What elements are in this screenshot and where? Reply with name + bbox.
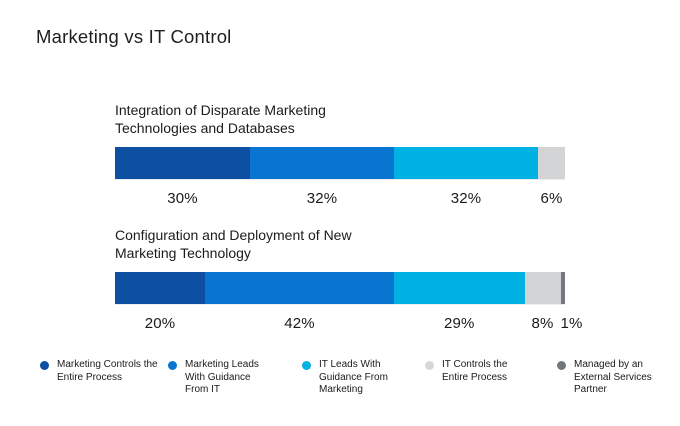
legend-item-label: IT Leads With Guidance From Marketing (319, 359, 388, 395)
bar-track (115, 272, 565, 305)
legend-item-label: Marketing Controls the Entire Process (57, 359, 158, 383)
bar-segment-label: 42% (284, 315, 315, 332)
legend-item-label: Marketing Leads With Guidance From IT (185, 359, 259, 395)
legend-item: Marketing Leads With Guidance From IT (168, 359, 269, 397)
bar-segment (524, 272, 561, 304)
legend-dot-icon (425, 361, 434, 370)
bar-segment-label: 6% (540, 190, 563, 207)
bar-segment (115, 272, 205, 304)
bar-segment-label: 8% (531, 315, 554, 332)
legend-item: Managed by an External Services Partner (557, 359, 666, 397)
bar-segment (560, 272, 565, 304)
bar-labels: 20% 42% 29% 8% 1% (115, 315, 583, 332)
bar-segment (394, 272, 525, 304)
legend-item: IT Leads With Guidance From Marketing (302, 359, 397, 397)
legend-item-label: IT Controls the Entire Process (442, 359, 508, 383)
bar-segment (250, 147, 394, 179)
page-title: Marketing vs IT Control (36, 26, 232, 47)
legend-item: IT Controls the Entire Process (425, 359, 522, 384)
legend-item: Marketing Controls the Entire Process (40, 359, 159, 384)
bar-track (115, 147, 565, 180)
bar-segment (205, 272, 394, 304)
bar-segment (538, 147, 565, 179)
legend-dot-icon (168, 361, 177, 370)
bar-segment-label: 30% (167, 190, 198, 207)
chart-configuration: Configuration and Deployment of New Mark… (115, 226, 583, 332)
chart-title: Integration of Disparate Marketing Techn… (115, 102, 326, 136)
bar-segment-label: 32% (306, 190, 338, 207)
legend: Marketing Controls the Entire Process Mar… (0, 359, 680, 419)
bar-segment-label: 20% (144, 315, 176, 332)
chart-title: Configuration and Deployment of New Mark… (115, 227, 352, 261)
legend-dot-icon (557, 361, 566, 370)
bar-segment-label: 29% (443, 315, 475, 332)
bar-segment (394, 147, 538, 179)
bar-labels: 30% 32% 32% 6% (115, 190, 565, 207)
bar-segment-label: 32% (450, 190, 482, 207)
legend-dot-icon (40, 361, 49, 370)
bar-segment-label: 1% (560, 315, 583, 332)
legend-dot-icon (302, 361, 311, 370)
bar-segment (115, 147, 250, 179)
legend-item-label: Managed by an External Services Partner (574, 359, 652, 395)
chart-integration: Integration of Disparate Marketing Techn… (115, 101, 565, 207)
